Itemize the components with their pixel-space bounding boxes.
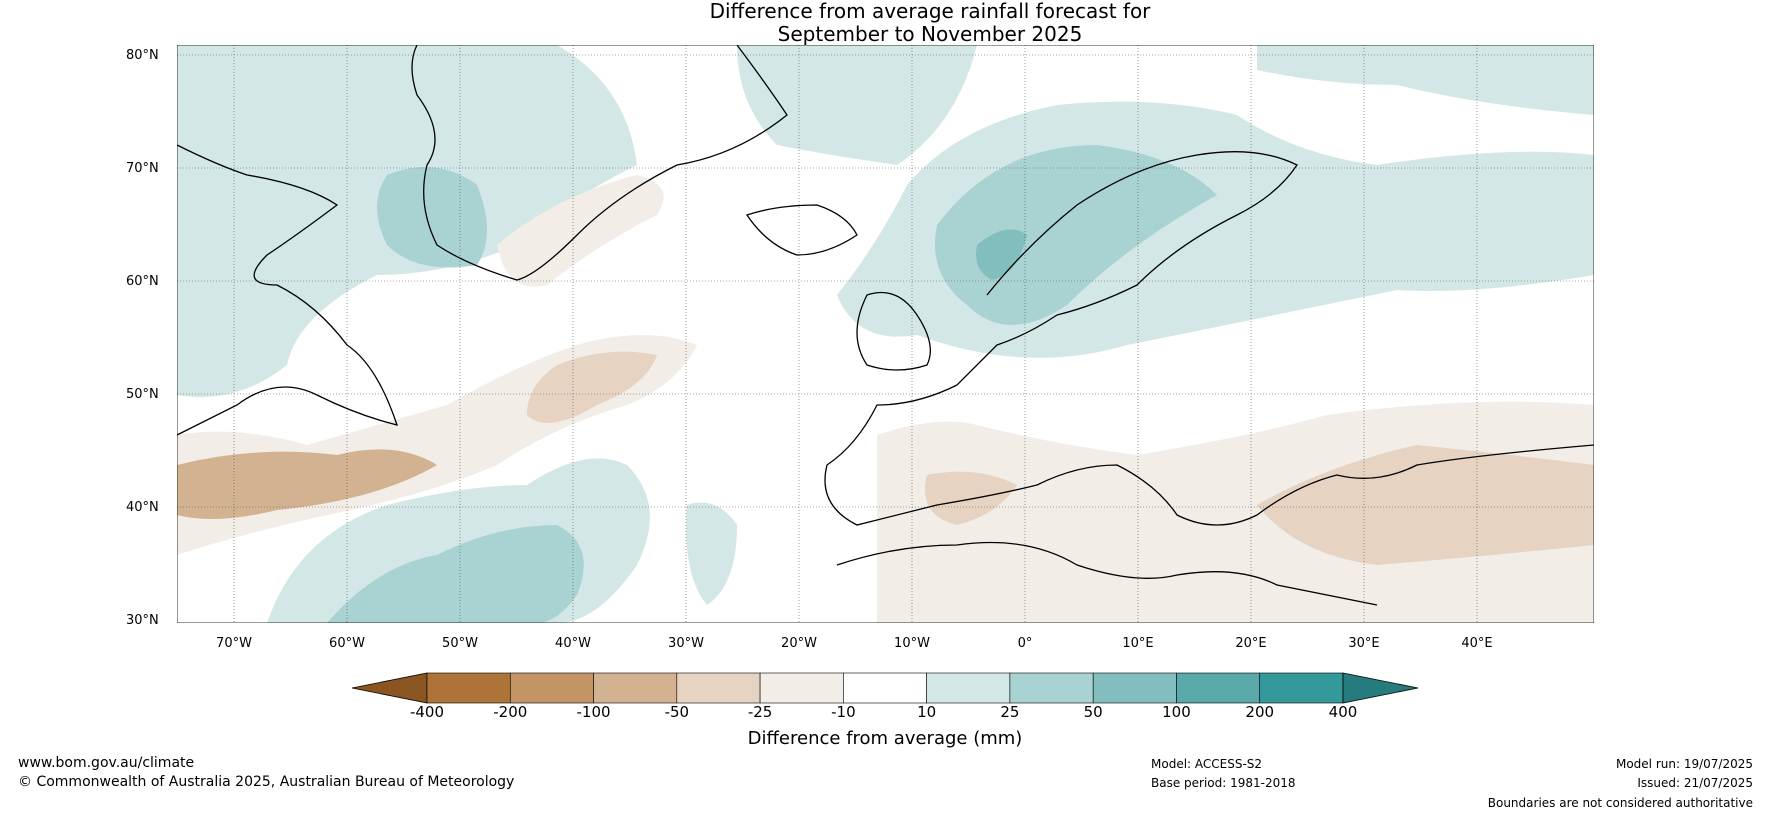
colorbar-swatch — [509, 672, 594, 704]
lon-label-60w: 60°W — [329, 636, 365, 651]
colorbar-tick-label: 50 — [1083, 703, 1103, 721]
wet-area-norway-core — [935, 145, 1217, 325]
lon-label-10e: 10°E — [1122, 636, 1154, 651]
lon-label-50w: 50°W — [442, 636, 478, 651]
wet-area-greenland-core — [377, 167, 487, 268]
footer-model: Model: ACCESS-S2 — [1151, 757, 1263, 771]
coast-north-africa — [836, 541, 1378, 606]
colorbar-tick-label: -10 — [831, 703, 856, 721]
colorbar-tick-label: -50 — [664, 703, 690, 721]
lat-label-50n: 50°N — [126, 387, 159, 402]
colorbar-tick-label: -400 — [409, 703, 445, 721]
wet-area-arctic — [737, 45, 977, 165]
lon-label-0: 0° — [1017, 636, 1033, 651]
colorbar-tick-label: 100 — [1162, 703, 1191, 721]
colorbar-tick-label: 10 — [917, 703, 937, 721]
map-gridlines — [177, 45, 1594, 623]
colorbar-swatch — [1092, 672, 1177, 704]
lat-label-60n: 60°N — [126, 274, 159, 289]
wet-area-atlantic-azores — [686, 502, 737, 605]
colorbar-swatch — [843, 672, 927, 704]
dry-area-turkey — [1257, 445, 1594, 565]
coast-baffin-labrador — [177, 144, 398, 436]
footer-site-link[interactable]: www.bom.gov.au/climate — [18, 755, 195, 771]
colorbar-extend-low — [351, 672, 428, 704]
coast-norway-europe — [824, 151, 1594, 526]
lon-label-20w: 20°W — [781, 636, 817, 651]
wet-area-north-russia — [1257, 45, 1594, 115]
rainfall-anomaly-map — [177, 45, 1594, 623]
colorbar-tick-label: -100 — [576, 703, 611, 721]
coast-iceland — [745, 204, 858, 256]
footer-model-run: Model run: 19/07/2025 — [1615, 757, 1753, 771]
colorbar-tick-label: -200 — [493, 703, 528, 721]
coast-greenland — [411, 45, 788, 281]
footer-base-period: Base period: 1981-2018 — [1151, 776, 1296, 790]
colorbar-tick-label: 400 — [1328, 703, 1358, 721]
lon-label-10w: 10°W — [894, 636, 930, 651]
lat-label-40n: 40°N — [126, 500, 159, 515]
footer-disclaimer: Boundaries are not considered authoritat… — [1487, 796, 1753, 810]
colorbar-tick-label: 25 — [1000, 703, 1020, 721]
colorbar-swatch — [1259, 672, 1344, 704]
colorbar-swatch — [1009, 672, 1094, 704]
colorbar-tick-label: 200 — [1245, 703, 1275, 721]
colorbar-swatch — [426, 672, 511, 704]
lat-label-70n: 70°N — [126, 161, 159, 176]
coastlines — [177, 45, 1594, 606]
wet-anomaly-areas — [177, 45, 1594, 623]
colorbar-swatch — [593, 672, 678, 704]
colorbar-swatch — [676, 672, 761, 704]
lon-label-70w: 70°W — [216, 636, 252, 651]
lat-label-80n: 80°N — [126, 48, 159, 63]
colorbar-swatch — [1176, 672, 1261, 704]
title-line-1: Difference from average rainfall forecas… — [709, 0, 1151, 23]
title-line-2: September to November 2025 — [777, 22, 1083, 46]
colorbar-swatch — [926, 672, 1011, 704]
footer-copyright: © Commonwealth of Australia 2025, Austra… — [18, 774, 515, 790]
colorbar-swatches — [351, 672, 1419, 704]
lon-label-40w: 40°W — [555, 636, 591, 651]
wet-area-atlantic-south-core — [327, 525, 584, 623]
wet-area-norway-peak — [976, 229, 1027, 280]
colorbar-swatch — [759, 672, 844, 704]
colorbar-extend-high — [1342, 672, 1419, 704]
lon-label-30e: 30°E — [1348, 636, 1380, 651]
colorbar-tick-label: -25 — [747, 703, 773, 721]
dry-area-atlantic-band-core — [177, 449, 437, 519]
lon-label-30w: 30°W — [668, 636, 704, 651]
lon-label-40e: 40°E — [1461, 636, 1493, 651]
dry-area-iberia — [925, 471, 1017, 525]
coast-uk — [856, 291, 931, 371]
lon-label-20e: 20°E — [1235, 636, 1267, 651]
footer-issued: Issued: 21/07/2025 — [1637, 776, 1753, 790]
lat-label-30n: 30°N — [126, 613, 159, 628]
map-title: Difference from average rainfall forecas… — [630, 0, 1230, 46]
colorbar: -400 -200 -100 -50 -25 -10 10 25 50 100 200 400 Dif… — [350, 670, 1420, 749]
colorbar-title: Difference from average (mm) — [747, 728, 1023, 749]
dry-area-mid-atlantic — [527, 351, 657, 423]
